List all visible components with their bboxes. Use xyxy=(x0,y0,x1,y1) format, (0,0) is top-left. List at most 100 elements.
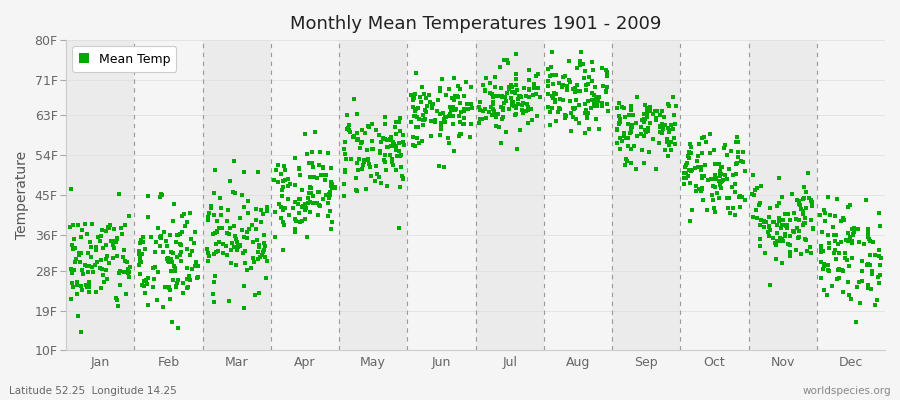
Point xyxy=(495,115,509,122)
Point xyxy=(308,129,322,136)
Point xyxy=(817,210,832,216)
Point xyxy=(513,126,527,133)
Point xyxy=(229,262,243,269)
Point xyxy=(677,180,691,187)
Point xyxy=(107,238,122,244)
Point xyxy=(488,74,502,80)
Point xyxy=(506,99,520,105)
Point xyxy=(850,284,864,290)
Point xyxy=(490,114,504,120)
Point xyxy=(697,134,711,140)
Point xyxy=(861,261,876,267)
Point xyxy=(556,82,571,88)
Point xyxy=(443,111,457,117)
Point xyxy=(257,242,272,249)
Point xyxy=(641,125,655,131)
Point xyxy=(95,244,110,251)
Point xyxy=(207,251,221,258)
Point xyxy=(355,127,369,134)
Point xyxy=(770,203,784,210)
Point xyxy=(69,279,84,286)
Point xyxy=(275,184,290,190)
Point xyxy=(495,93,509,99)
Point xyxy=(804,196,818,203)
Point xyxy=(866,238,880,245)
Point xyxy=(453,86,467,92)
Point xyxy=(374,148,388,154)
Point xyxy=(789,247,804,254)
Point xyxy=(599,68,614,75)
Point xyxy=(624,127,638,134)
Point xyxy=(416,122,430,128)
Point xyxy=(834,218,849,224)
Point xyxy=(804,198,818,204)
Point xyxy=(491,123,506,130)
Point xyxy=(365,146,380,152)
Point xyxy=(772,218,787,224)
Point xyxy=(774,238,788,244)
Point xyxy=(522,94,536,100)
Point xyxy=(390,153,404,159)
Point xyxy=(522,66,536,73)
Point xyxy=(729,171,743,177)
Point xyxy=(93,238,107,244)
Point xyxy=(298,216,312,222)
Point xyxy=(751,184,765,191)
Point xyxy=(638,101,652,108)
Point xyxy=(288,225,302,232)
Point xyxy=(695,150,709,156)
Point xyxy=(549,72,563,78)
Point xyxy=(580,114,595,121)
Point xyxy=(844,238,859,244)
Point xyxy=(362,124,376,130)
Point xyxy=(720,195,734,201)
Point xyxy=(680,174,694,181)
Point xyxy=(778,231,792,237)
Point xyxy=(439,92,454,98)
Point xyxy=(148,239,163,246)
Point xyxy=(444,107,458,113)
Point xyxy=(456,121,471,127)
Point xyxy=(69,291,84,297)
Point xyxy=(208,230,222,236)
Point xyxy=(706,147,721,154)
Point xyxy=(182,273,196,280)
Point xyxy=(411,116,426,122)
Point xyxy=(761,214,776,220)
Point xyxy=(323,208,338,214)
Point xyxy=(792,233,806,240)
Point xyxy=(509,86,524,93)
Point xyxy=(64,280,78,286)
Point xyxy=(396,132,410,138)
Point xyxy=(220,230,234,236)
Point xyxy=(257,240,272,246)
Point xyxy=(397,142,411,148)
Point xyxy=(274,187,289,194)
Point xyxy=(357,130,372,136)
Point xyxy=(553,96,567,102)
Point xyxy=(789,216,804,222)
Point xyxy=(392,148,407,154)
Point xyxy=(349,111,364,117)
Point xyxy=(488,84,502,91)
Point xyxy=(547,97,562,103)
Point xyxy=(434,124,448,130)
Point xyxy=(240,228,255,235)
Point xyxy=(216,240,230,247)
Point xyxy=(732,194,746,200)
Point xyxy=(230,239,244,245)
Point xyxy=(275,246,290,253)
Point xyxy=(100,253,114,259)
Point xyxy=(95,272,110,278)
Point xyxy=(568,89,582,96)
Point xyxy=(750,214,764,221)
Point xyxy=(79,231,94,237)
Point xyxy=(188,263,202,270)
Point xyxy=(163,286,177,293)
Point xyxy=(821,232,835,238)
Point xyxy=(324,183,338,189)
Point xyxy=(732,154,746,161)
Point xyxy=(434,126,448,132)
Point xyxy=(274,215,288,221)
Point xyxy=(545,72,560,78)
